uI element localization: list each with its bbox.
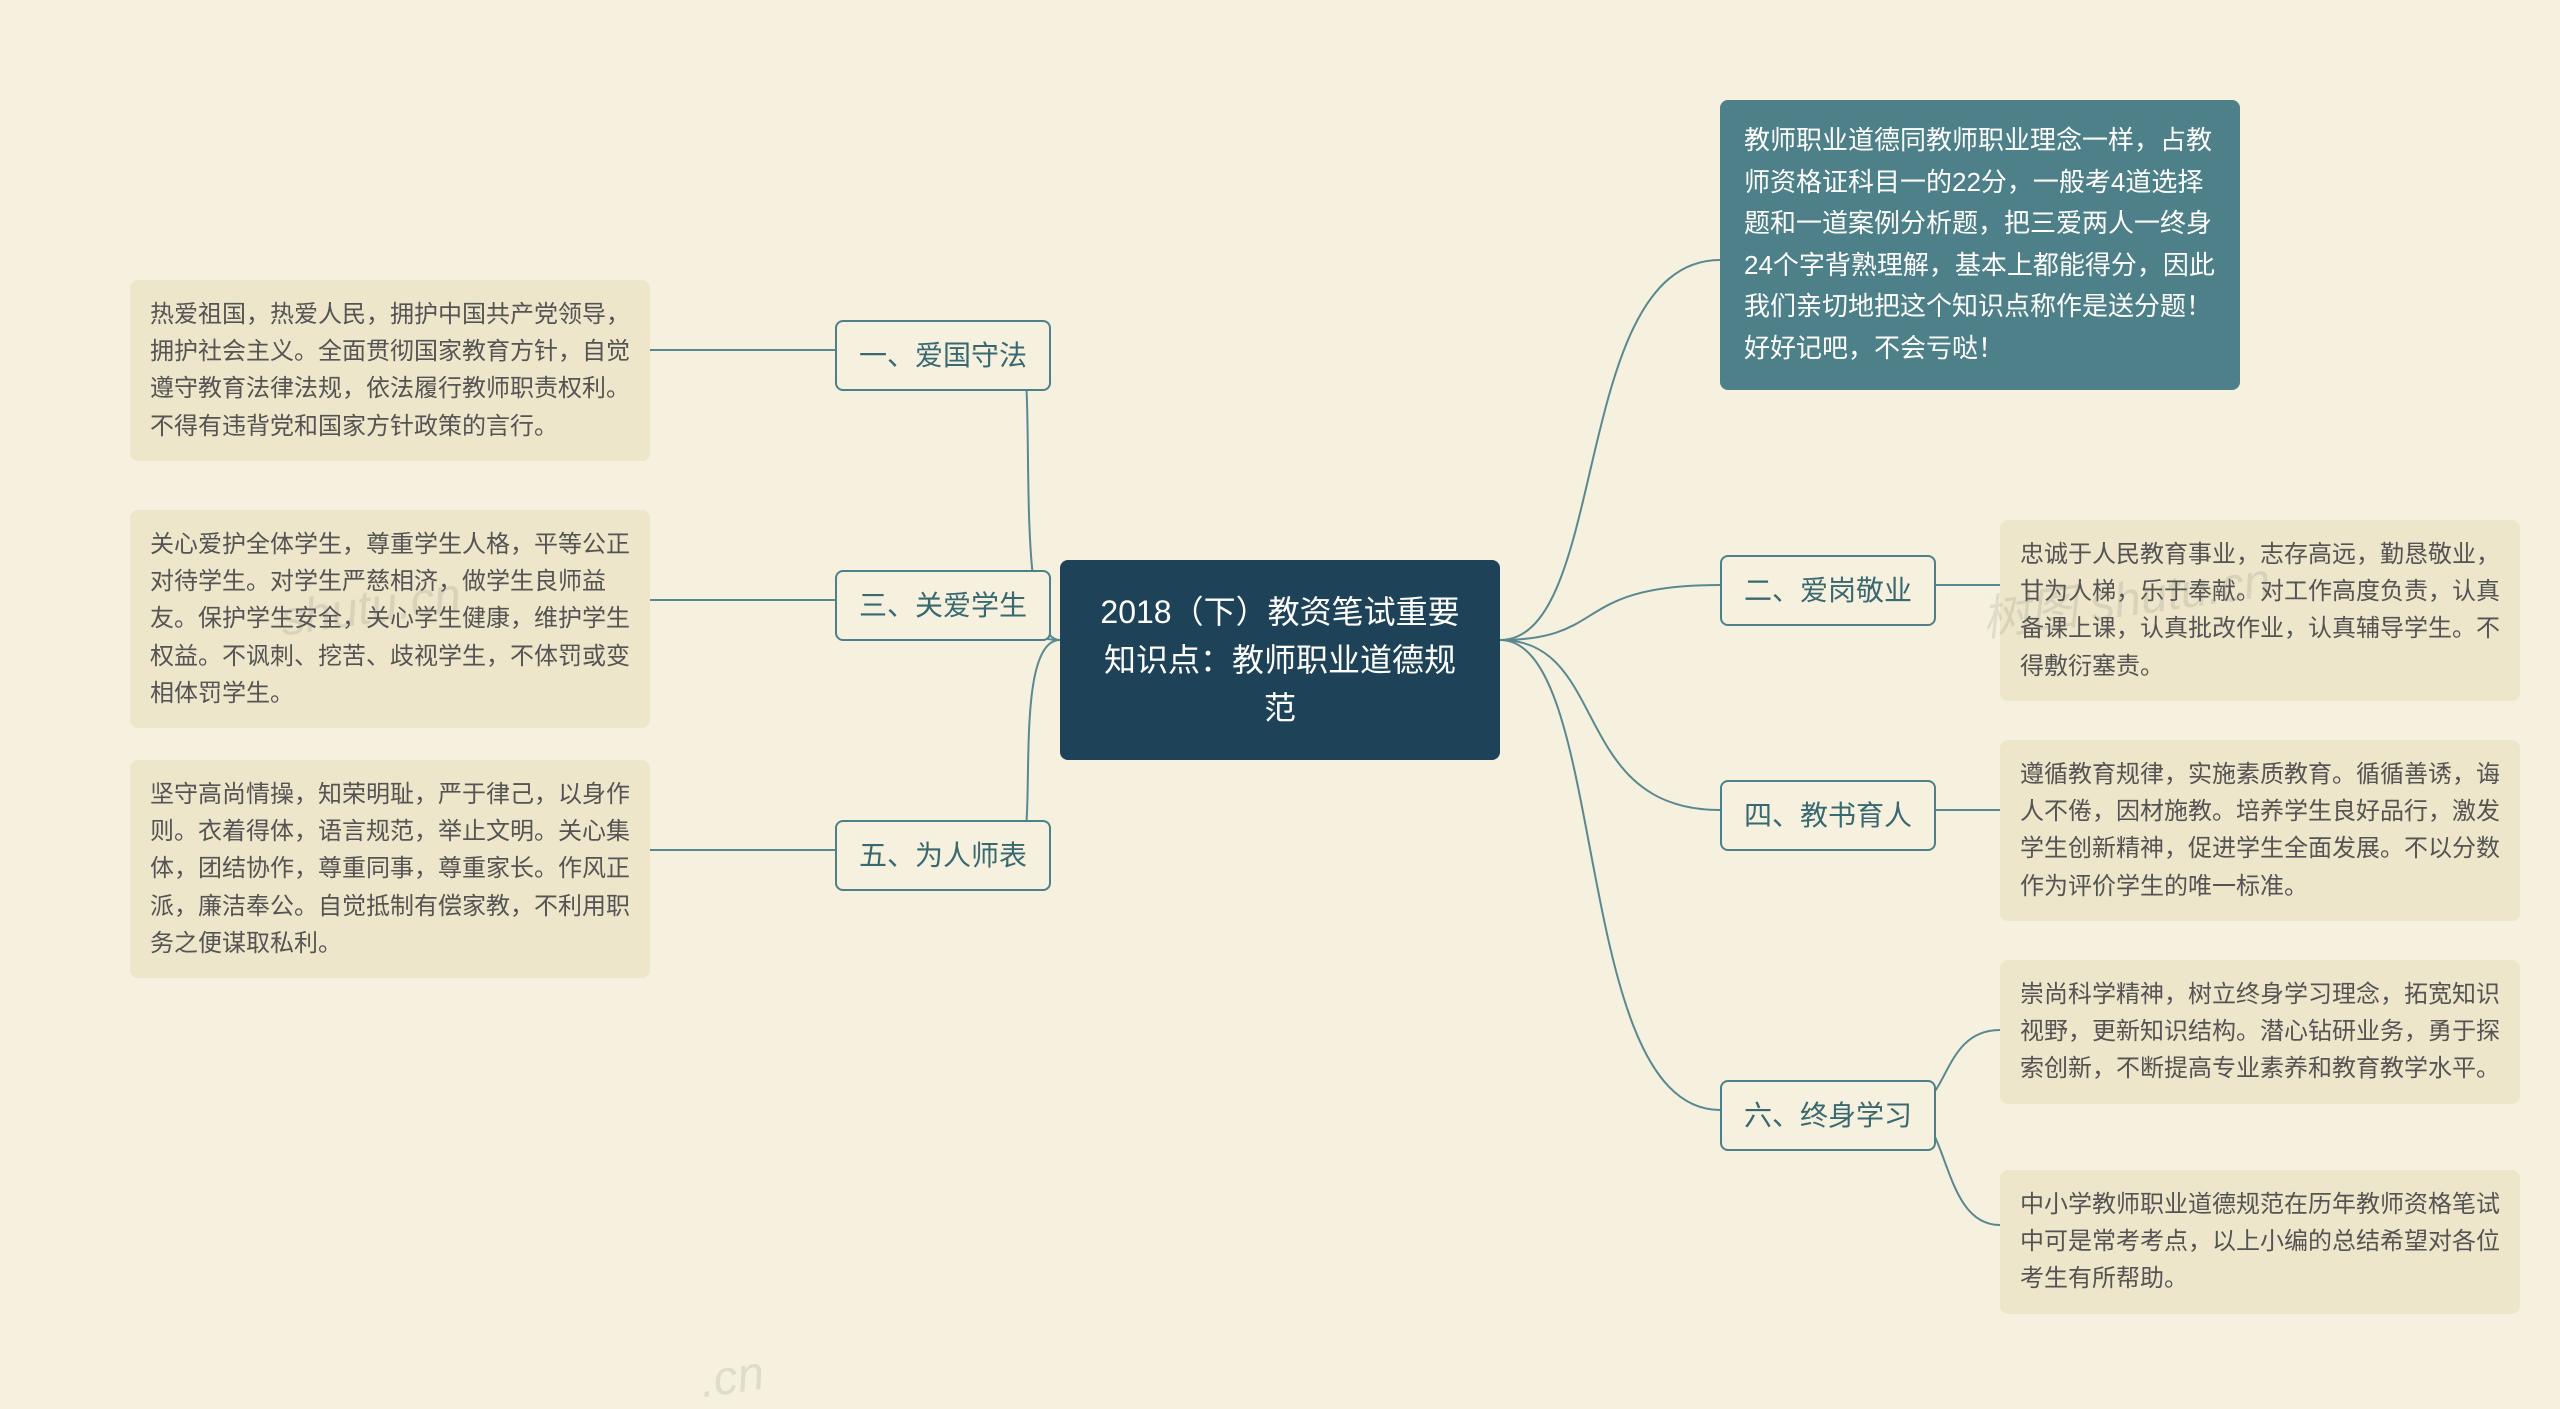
leaf-4: 遵循教育规律，实施素质教育。循循善诱，诲人不倦，因材施教。培养学生良好品行，激发… (2000, 740, 2520, 921)
leaf-6a: 崇尚科学精神，树立终身学习理念，拓宽知识视野，更新知识结构。潜心钻研业务，勇于探… (2000, 960, 2520, 1104)
leaf-3: 关心爱护全体学生，尊重学生人格，平等公正对待学生。对学生严慈相济，做学生良师益友… (130, 510, 650, 728)
branch-4: 四、教书育人 (1720, 780, 1936, 851)
leaf-1: 热爱祖国，热爱人民，拥护中国共产党领导，拥护社会主义。全面贯彻国家教育方针，自觉… (130, 280, 650, 461)
branch-6: 六、终身学习 (1720, 1080, 1936, 1151)
branch-2: 二、爱岗敬业 (1720, 555, 1936, 626)
watermark-3: .cn (696, 1346, 767, 1409)
leaf-6b: 中小学教师职业道德规范在历年教师资格笔试中可是常考考点，以上小编的总结希望对各位… (2000, 1170, 2520, 1314)
center-node: 2018（下）教资笔试重要知识点：教师职业道德规范 (1060, 560, 1500, 760)
branch-5: 五、为人师表 (835, 820, 1051, 891)
branch-3: 三、关爱学生 (835, 570, 1051, 641)
leaf-5: 坚守高尚情操，知荣明耻，严于律己，以身作则。衣着得体，语言规范，举止文明。关心集… (130, 760, 650, 978)
highlight-intro-node: 教师职业道德同教师职业理念一样，占教师资格证科目一的22分，一般考4道选择题和一… (1720, 100, 2240, 390)
leaf-2: 忠诚于人民教育事业，志存高远，勤恳敬业，甘为人梯，乐于奉献。对工作高度负责，认真… (2000, 520, 2520, 701)
branch-1: 一、爱国守法 (835, 320, 1051, 391)
